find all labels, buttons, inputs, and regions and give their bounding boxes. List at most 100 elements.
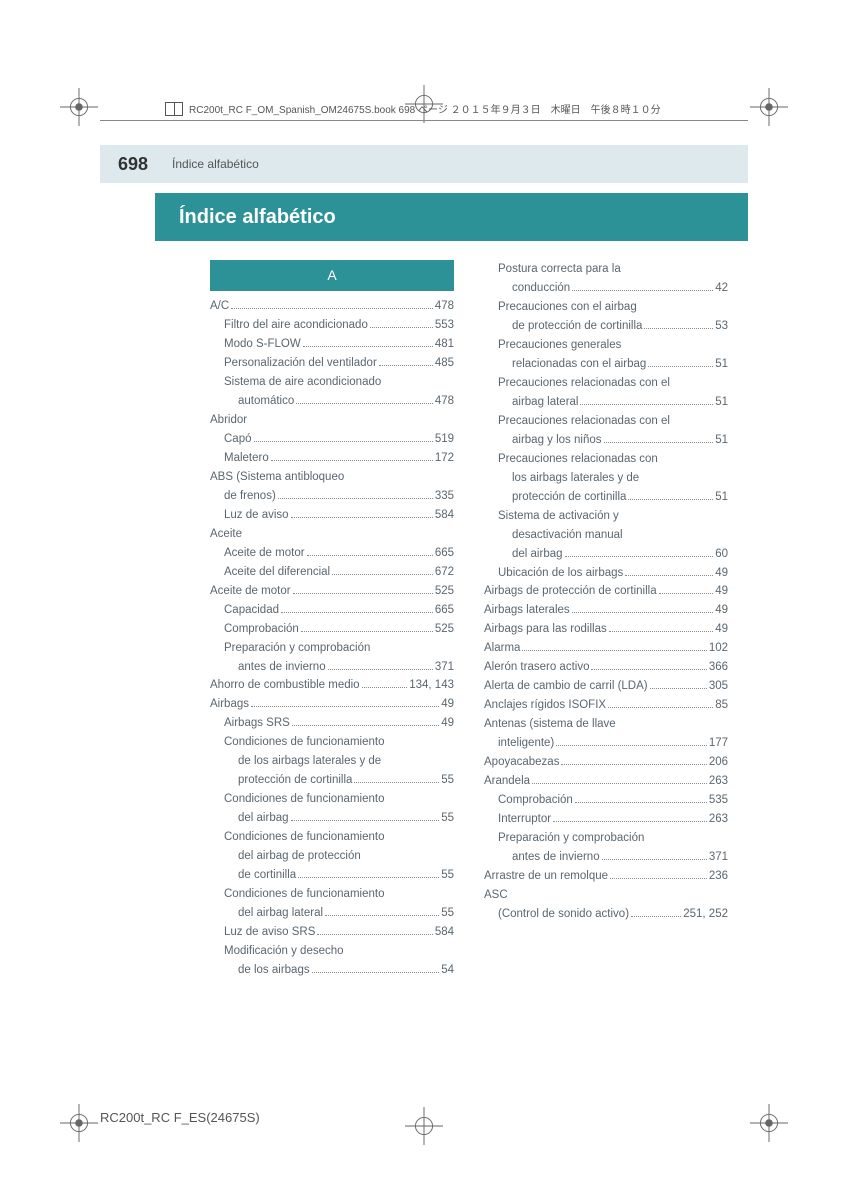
entry-page: 51 xyxy=(715,431,728,450)
entry-dots xyxy=(301,631,433,632)
entry-page: 55 xyxy=(441,771,454,790)
index-entry: Alarma102 xyxy=(484,639,728,658)
entry-label: Sistema de aire acondicionado xyxy=(224,373,381,392)
entry-page: 305 xyxy=(709,677,728,696)
entry-page: 55 xyxy=(441,866,454,885)
index-entry: inteligente)177 xyxy=(484,734,728,753)
index-entry: antes de invierno 371 xyxy=(210,658,454,677)
entry-dots xyxy=(572,290,713,291)
header-label: Índice alfabético xyxy=(172,157,259,171)
entry-page: 42 xyxy=(715,279,728,298)
crop-mark-mid-bottom xyxy=(405,1107,443,1145)
entry-label: Interruptor xyxy=(498,810,551,829)
entry-label: del airbag de protección xyxy=(238,847,361,866)
entry-page: 172 xyxy=(435,449,454,468)
entry-dots xyxy=(271,460,433,461)
index-entry: los airbags laterales y de xyxy=(484,469,728,488)
entry-dots xyxy=(553,821,707,822)
index-entry: Sistema de aire acondicionado xyxy=(210,373,454,392)
index-entry: Luz de aviso584 xyxy=(210,506,454,525)
index-entry: Filtro del aire acondicionado553 xyxy=(210,316,454,335)
entry-label: ABS (Sistema antibloqueo xyxy=(210,468,344,487)
index-entry: (Control de sonido activo) 251, 252 xyxy=(484,905,728,924)
entry-dots xyxy=(298,877,439,878)
entry-label: Precauciones relacionadas con el xyxy=(498,412,670,431)
entry-page: 535 xyxy=(709,791,728,810)
index-entry: Precauciones relacionadas con xyxy=(484,450,728,469)
entry-label: airbag lateral xyxy=(512,393,578,412)
entry-dots xyxy=(532,783,707,784)
entry-label: los airbags laterales y de xyxy=(512,469,639,488)
entry-label: Apoyacabezas xyxy=(484,753,559,772)
index-entry: Aceite de motor525 xyxy=(210,582,454,601)
entry-dots xyxy=(251,706,439,707)
index-entry: Maletero172 xyxy=(210,449,454,468)
index-entry: Aceite del diferencial672 xyxy=(210,563,454,582)
index-entry: Condiciones de funcionamiento xyxy=(210,885,454,904)
entry-dots xyxy=(325,915,439,916)
entry-label: antes de invierno xyxy=(238,658,326,677)
entry-page: 481 xyxy=(435,335,454,354)
entry-dots xyxy=(644,328,713,329)
index-entry: desactivación manual xyxy=(484,526,728,545)
entry-page: 584 xyxy=(435,923,454,942)
entry-label: del airbag xyxy=(512,545,563,564)
index-entry: Aceite de motor665 xyxy=(210,544,454,563)
entry-label: Luz de aviso SRS xyxy=(224,923,315,942)
index-entry: Comprobación535 xyxy=(484,791,728,810)
entry-dots xyxy=(522,650,706,651)
entry-label: Modificación y desecho xyxy=(224,942,344,961)
index-entry: Airbags laterales49 xyxy=(484,601,728,620)
entry-page: 251, 252 xyxy=(683,905,728,924)
index-entry: Interruptor 263 xyxy=(484,810,728,829)
index-entry: Apoyacabezas206 xyxy=(484,753,728,772)
entry-label: Ubicación de los airbags xyxy=(498,564,623,583)
entry-page: 102 xyxy=(709,639,728,658)
entry-page: 55 xyxy=(441,904,454,923)
entry-page: 665 xyxy=(435,601,454,620)
entry-dots xyxy=(281,612,433,613)
entry-label: Aceite de motor xyxy=(224,544,305,563)
entry-dots xyxy=(625,575,713,576)
crop-mark-bottom-right xyxy=(750,1104,788,1142)
entry-dots xyxy=(291,517,433,518)
entry-dots xyxy=(303,346,433,347)
index-entry: Airbags SRS49 xyxy=(210,714,454,733)
entry-label: automático xyxy=(238,392,294,411)
index-entry: Condiciones de funcionamiento xyxy=(210,790,454,809)
entry-label: desactivación manual xyxy=(512,526,623,545)
entry-dots xyxy=(610,878,707,879)
entry-label: Preparación y comprobación xyxy=(498,829,644,848)
entry-dots xyxy=(591,669,706,670)
index-entry: de cortinilla55 xyxy=(210,866,454,885)
entry-page: 371 xyxy=(709,848,728,867)
entry-label: relacionadas con el airbag xyxy=(512,355,646,374)
entry-label: Comprobación xyxy=(224,620,299,639)
index-entry: airbag y los niños51 xyxy=(484,431,728,450)
entry-page: 53 xyxy=(715,317,728,336)
entry-page: 263 xyxy=(709,810,728,829)
entry-page: 54 xyxy=(441,961,454,980)
entry-label: de los airbags xyxy=(238,961,310,980)
entry-label: de protección de cortinilla xyxy=(512,317,642,336)
index-entry: Capacidad665 xyxy=(210,601,454,620)
index-entry: Condiciones de funcionamiento xyxy=(210,733,454,752)
entry-dots xyxy=(609,631,713,632)
entry-page: 134, 143 xyxy=(409,676,454,695)
entry-page: 85 xyxy=(715,696,728,715)
index-entry: protección de cortinilla55 xyxy=(210,771,454,790)
entry-dots xyxy=(565,556,714,557)
entry-dots xyxy=(254,441,433,442)
footer-text: RC200t_RC F_ES(24675S) xyxy=(100,1110,260,1125)
index-entry: de frenos)335 xyxy=(210,487,454,506)
entry-label: (Control de sonido activo) xyxy=(498,905,629,924)
entry-page: 371 xyxy=(435,658,454,677)
index-entry: Modo S-FLOW481 xyxy=(210,335,454,354)
index-entry: antes de invierno371 xyxy=(484,848,728,867)
entry-label: de los airbags laterales y de xyxy=(238,752,381,771)
title-bar: Índice alfabético xyxy=(155,193,748,241)
index-entry: ABS (Sistema antibloqueo xyxy=(210,468,454,487)
index-entry: relacionadas con el airbag51 xyxy=(484,355,728,374)
index-entry: Anclajes rígidos ISOFIX85 xyxy=(484,696,728,715)
entry-dots xyxy=(307,555,433,556)
